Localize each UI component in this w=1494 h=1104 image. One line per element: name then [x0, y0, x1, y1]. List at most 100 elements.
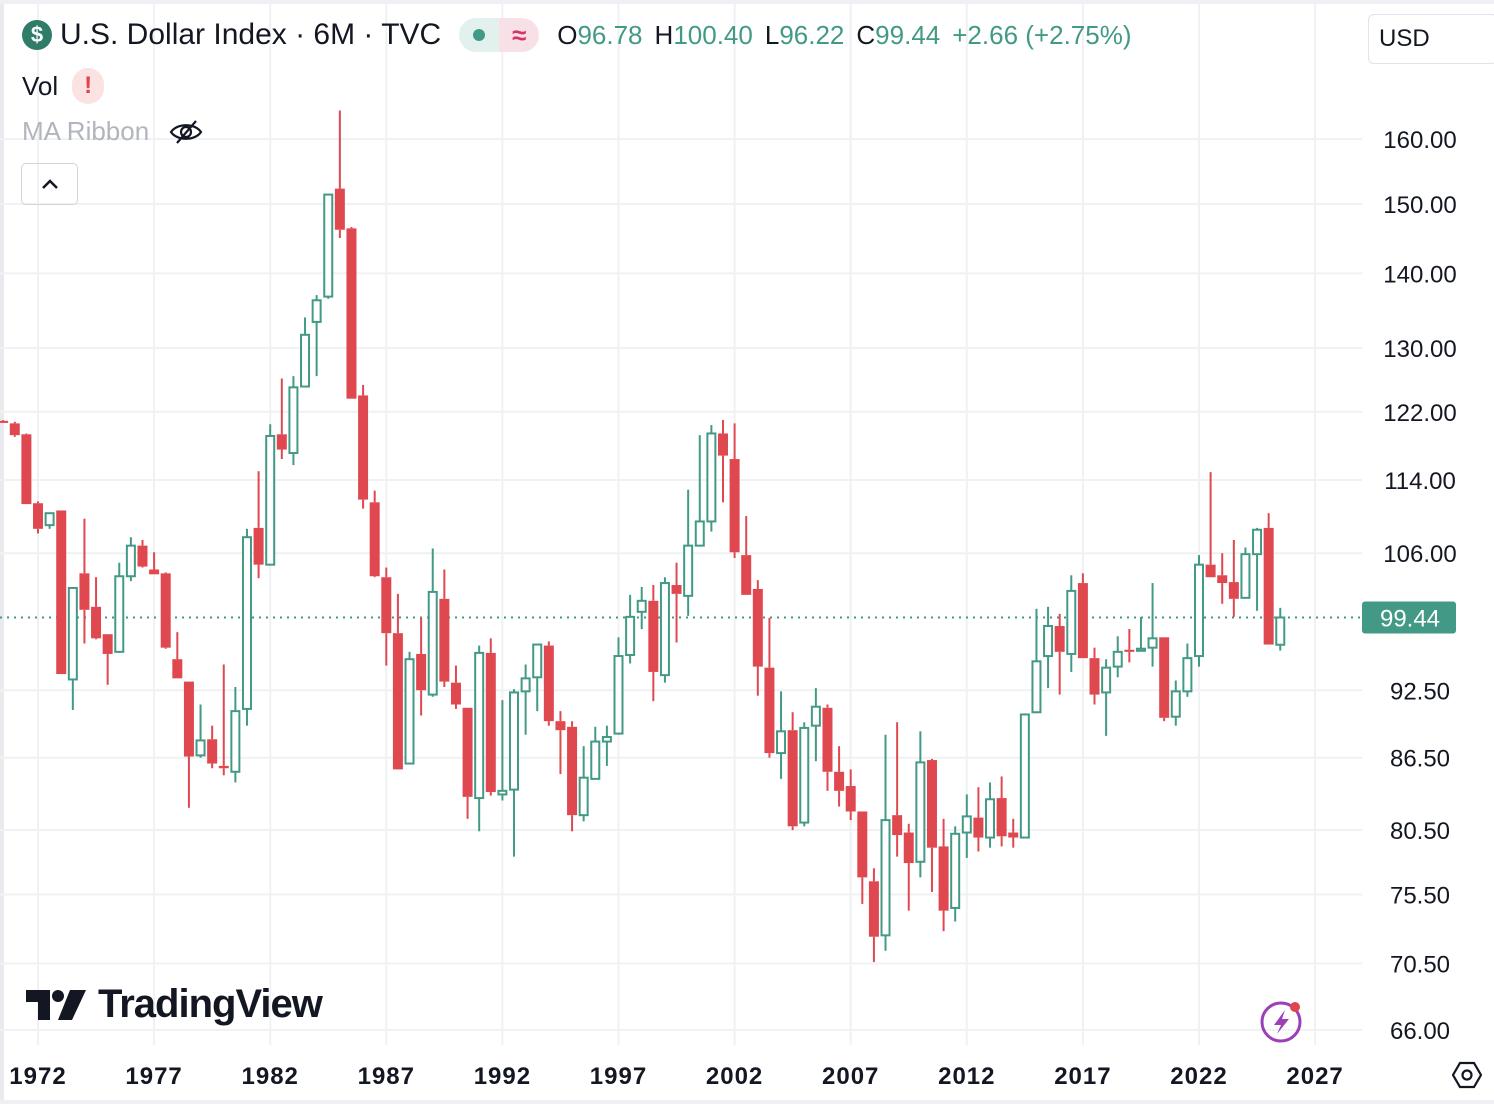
candle-up: [520, 664, 531, 735]
eye-hidden-icon[interactable]: [169, 119, 203, 145]
candle-up: [1101, 659, 1112, 736]
candle-up: [114, 562, 125, 653]
candle-down: [79, 518, 90, 644]
candle-up: [404, 651, 415, 765]
candle-down: [137, 540, 148, 568]
candle-body: [1170, 690, 1181, 718]
candle-body: [1008, 832, 1019, 838]
market-status[interactable]: ≈: [459, 18, 540, 52]
candle-body: [230, 710, 241, 773]
candle-body: [694, 520, 705, 547]
market-open-dot-icon[interactable]: [459, 18, 500, 52]
candle-down: [91, 577, 102, 640]
y-tick-label: 114.00: [1384, 468, 1456, 495]
candle-down: [1205, 472, 1216, 578]
candle-body: [334, 188, 345, 230]
candle-body: [323, 193, 334, 298]
candle-down: [555, 711, 566, 775]
time-axis[interactable]: 1972 1977 1982 1987 1992 1997 2002 2007 2012 2017…: [9, 1063, 1343, 1090]
candle-body: [822, 707, 833, 772]
candle-body: [1031, 660, 1042, 714]
candle-down: [1077, 573, 1088, 659]
chevron-up-icon: [41, 179, 58, 189]
lightning-icon[interactable]: [1260, 1000, 1306, 1044]
x-tick-label: 1992: [474, 1063, 531, 1090]
candle-down: [671, 562, 682, 643]
collapse-legend-button[interactable]: [21, 163, 78, 205]
candle-body: [485, 652, 496, 793]
currency-button[interactable]: USD: [1368, 14, 1494, 64]
candle-down: [787, 712, 798, 831]
candle-down: [149, 552, 160, 575]
y-tick-label: 86.50: [1390, 746, 1450, 773]
y-tick-label: 130.00: [1383, 336, 1456, 363]
price-axis[interactable]: 160.00 150.00 140.00 130.00 122.00 114.00 106.…: [1383, 127, 1456, 1045]
candle-up: [706, 425, 717, 532]
candle-up: [288, 376, 299, 466]
candle-body: [265, 434, 276, 566]
candle-body: [137, 545, 148, 567]
candle-down: [9, 421, 20, 437]
candle-body: [1205, 564, 1216, 578]
delayed-data-icon[interactable]: ≈: [499, 18, 540, 52]
x-tick-label: 2022: [1170, 1063, 1227, 1090]
volume-label: Vol: [22, 70, 59, 101]
candle-body: [276, 434, 287, 450]
ma-ribbon-indicator[interactable]: MA Ribbon: [22, 116, 203, 147]
candle-down: [764, 617, 775, 758]
candle-up: [230, 686, 241, 783]
close-value: 99.44: [875, 19, 941, 50]
candle-body: [892, 815, 903, 836]
candle-body: [102, 634, 113, 654]
candle-body: [91, 606, 102, 639]
candle-down: [102, 634, 113, 685]
open-value: 96.78: [577, 19, 643, 50]
last-price-label: 99.44: [1362, 601, 1456, 634]
warning-icon[interactable]: !: [72, 68, 105, 104]
candle-up: [300, 317, 311, 388]
low-value: 96.22: [779, 19, 845, 50]
candle-down: [1054, 613, 1065, 695]
candle-body: [21, 434, 32, 505]
candle-up: [474, 645, 485, 832]
candle-down: [450, 665, 461, 709]
y-tick-label: 70.50: [1390, 951, 1450, 978]
tradingview-logo[interactable]: TradingView: [26, 982, 323, 1027]
candle-body: [1240, 553, 1251, 599]
candle-up: [683, 489, 694, 616]
candle-body: [543, 645, 554, 722]
candle-body: [555, 721, 566, 731]
x-tick-label: 2017: [1054, 1063, 1111, 1090]
candle-down: [717, 420, 728, 503]
y-tick-label: 92.50: [1390, 678, 1450, 705]
x-tick-label: 1977: [125, 1063, 182, 1090]
x-tick-label: 1987: [358, 1063, 415, 1090]
candle-down: [857, 811, 868, 904]
candle-body: [799, 726, 810, 824]
candle-body: [172, 659, 183, 679]
settings-icon[interactable]: [1452, 1060, 1482, 1090]
candle-body: [636, 599, 647, 613]
candle-body: [241, 536, 252, 710]
candle-down: [276, 378, 287, 460]
candle-down: [358, 384, 369, 509]
symbol-title[interactable]: U.S. Dollar Index · 6M · TVC: [60, 18, 442, 51]
symbol-header: $ U.S. Dollar Index · 6M · TVC ≈ O96.78 …: [22, 18, 1131, 52]
candle-up: [497, 700, 508, 801]
candle-body: [1124, 649, 1135, 652]
candle-body: [149, 569, 160, 575]
candle-body: [462, 707, 473, 797]
candle-up: [67, 586, 78, 711]
candle-up: [323, 193, 334, 299]
bottom-border: [0, 1100, 1494, 1104]
candle-down: [752, 580, 763, 696]
candle-up: [636, 586, 647, 630]
candle-down: [207, 725, 218, 769]
tradingview-logo-icon: [26, 989, 86, 1020]
candle-body: [729, 459, 740, 553]
candle-down: [1159, 637, 1170, 722]
candle-down: [21, 433, 32, 505]
candle-up: [961, 794, 972, 858]
volume-indicator[interactable]: Vol !: [22, 68, 105, 104]
